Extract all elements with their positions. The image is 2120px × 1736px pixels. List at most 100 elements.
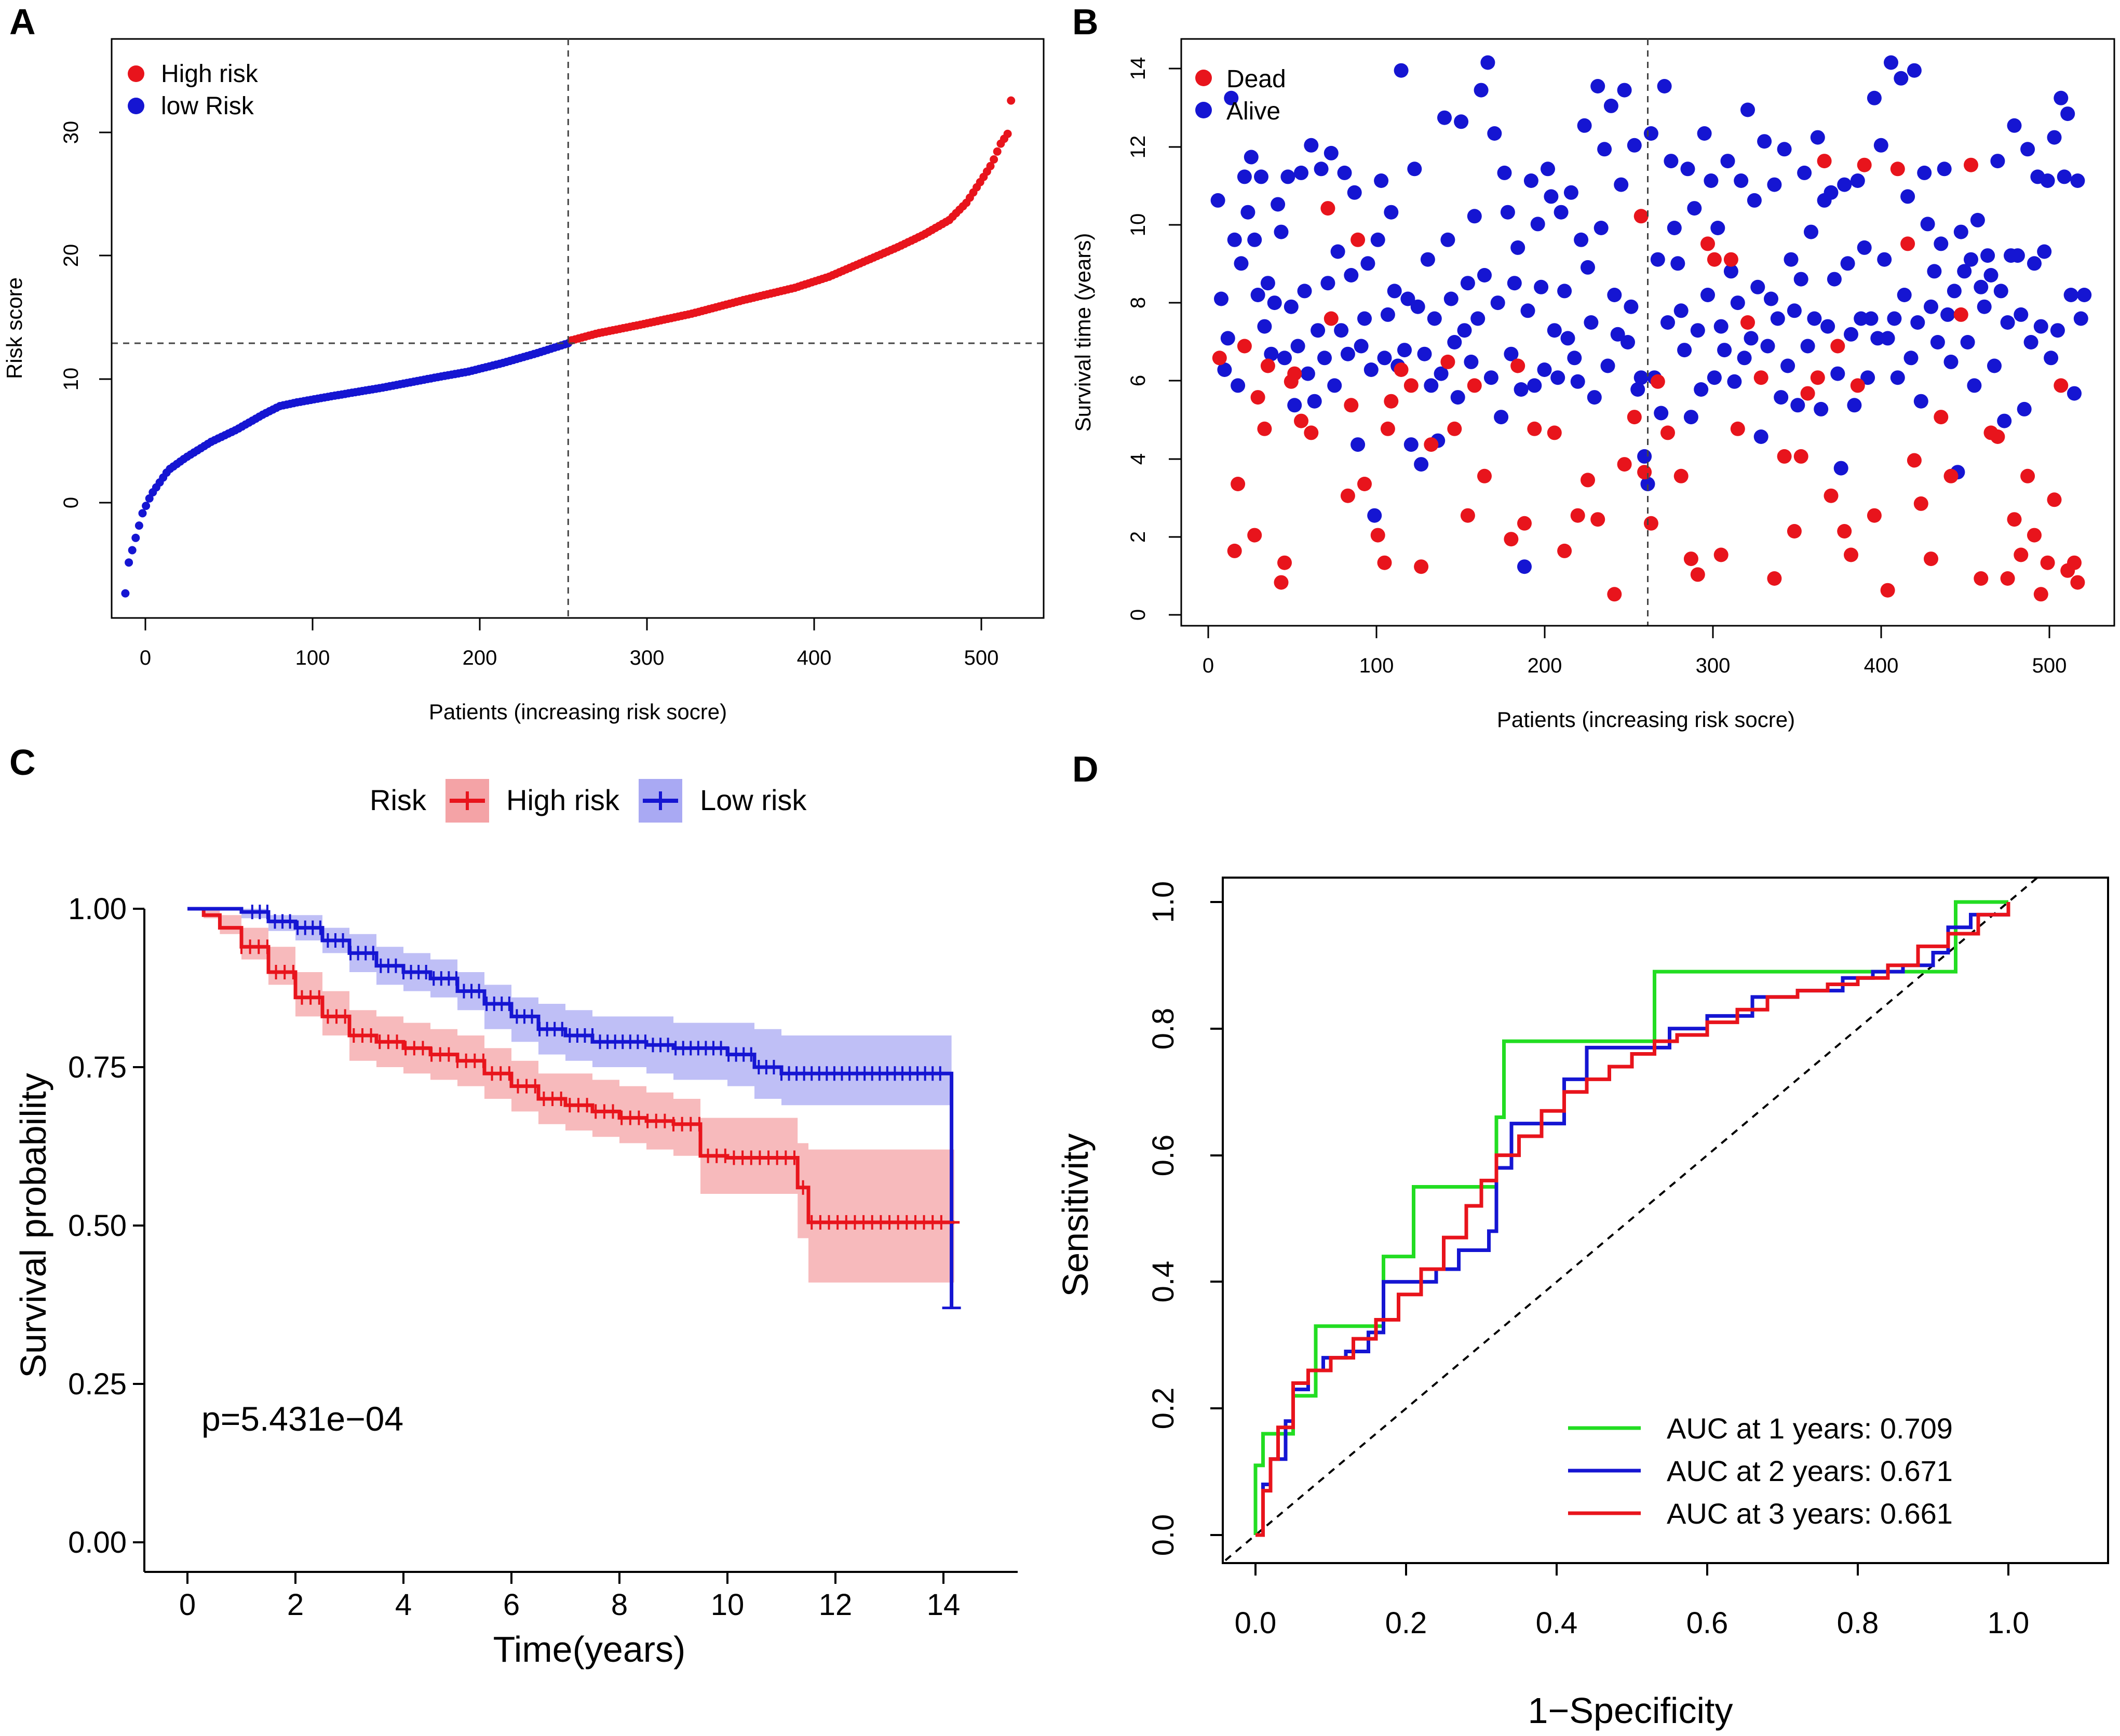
alive-point [2023, 335, 2038, 349]
risk-point [986, 162, 995, 170]
panel-b-y-title: Survival time (years) [1071, 233, 1095, 432]
alive-point [1500, 205, 1515, 220]
alive-point [1614, 177, 1629, 192]
dead-point [1370, 528, 1385, 543]
alive-point [1713, 319, 1729, 334]
alive-point [1930, 335, 1945, 349]
alive-point [1957, 264, 1972, 279]
panel-a-x-axis: 0 100 200 300 400 500 [140, 617, 998, 669]
y-tick-label: 8 [1127, 297, 1150, 308]
panel-d-reference-diagonal [1224, 876, 2040, 1562]
alive-point [1220, 331, 1235, 346]
alive-point [1777, 142, 1792, 157]
dead-point [1617, 457, 1632, 472]
alive-point [1317, 351, 1332, 366]
dead-point [1517, 516, 1532, 531]
alive-point [1570, 374, 1585, 389]
alive-point [1680, 162, 1695, 177]
alive-point [1797, 165, 1812, 180]
dead-point [1274, 575, 1289, 590]
alive-point [1354, 339, 1369, 354]
alive-point [1880, 331, 1895, 346]
panel-a-label: A [9, 2, 36, 42]
alive-point [1884, 55, 1898, 70]
alive-point [1740, 102, 1755, 117]
alive-point [1550, 370, 1565, 385]
alive-point [1840, 256, 1855, 271]
panel-b-label: B [1072, 2, 1099, 42]
x-tick-label: 0 [140, 647, 151, 669]
alive-point [2047, 130, 2062, 145]
alive-point [1494, 410, 1509, 425]
alive-point [1480, 55, 1495, 70]
alive-point [1447, 335, 1462, 349]
alive-point [1710, 221, 1725, 235]
y-tick-label: 30 [60, 121, 83, 144]
alive-point [1810, 130, 1825, 145]
alive-point [1467, 209, 1482, 224]
alive-point [2050, 323, 2065, 338]
alive-point [1280, 169, 1295, 184]
alive-point [1337, 165, 1352, 180]
alive-point [1247, 232, 1262, 247]
alive-point [1510, 240, 1525, 255]
alive-point [1541, 162, 1555, 177]
alive-point [1774, 390, 1789, 405]
alive-point [1237, 169, 1252, 184]
dead-point [1913, 496, 1928, 511]
alive-point [1554, 205, 1569, 220]
dead-point [1304, 425, 1319, 440]
x-tick-label: 10 [711, 1588, 745, 1622]
alive-point [1630, 382, 1645, 397]
alive-point [1910, 315, 1925, 330]
dead-point [2033, 587, 2048, 602]
dead-point [1890, 162, 1905, 177]
alive-point [1717, 343, 1732, 358]
alive-point [1917, 165, 1932, 180]
risk-point [125, 558, 133, 567]
legend-marker-low [128, 98, 144, 114]
alive-point [1497, 165, 1512, 180]
y-tick-label: 4 [1127, 453, 1150, 465]
alive-point [1351, 437, 1366, 452]
alive-point [1993, 284, 2008, 299]
alive-point [1450, 390, 1465, 405]
alive-point [1747, 193, 1762, 208]
alive-point [1700, 288, 1715, 302]
alive-point [1483, 370, 1498, 385]
x-tick-label: 0.4 [1536, 1606, 1578, 1640]
dead-point [1810, 370, 1825, 385]
alive-point [1757, 134, 1772, 149]
dead-point [1924, 551, 1938, 567]
dead-point [1707, 252, 1722, 267]
alive-point [1434, 366, 1449, 381]
alive-point [1294, 165, 1308, 180]
alive-point [1790, 398, 1805, 413]
alive-point [1603, 98, 1618, 113]
panel-d: D 0.0 0.2 0.4 0.6 0.8 1.0 0.0 [1055, 749, 2109, 1731]
dead-point [1907, 453, 1922, 468]
alive-point [1490, 295, 1505, 311]
dead-point [1857, 157, 1872, 172]
panel-d-label: D [1072, 749, 1099, 789]
dead-point [1643, 516, 1658, 531]
alive-point [1287, 398, 1302, 413]
alive-point [1664, 154, 1679, 169]
alive-point [1527, 378, 1542, 393]
legend-label-2y: AUC at 2 years: 0.671 [1667, 1455, 1953, 1487]
alive-point [2073, 311, 2088, 326]
panel-c: C Risk High risk Low risk 0 2 [9, 742, 1018, 1670]
alive-point [1967, 378, 1982, 393]
alive-point [1940, 307, 1955, 322]
alive-point [1793, 272, 1808, 287]
alive-point [1300, 366, 1315, 381]
alive-point [1581, 260, 1595, 275]
alive-point [1857, 240, 1872, 255]
alive-point [1487, 126, 1502, 141]
dead-point [1627, 410, 1642, 425]
dead-point [1380, 421, 1395, 436]
alive-point [1970, 212, 1985, 227]
dead-point [1231, 477, 1246, 491]
y-tick-label: 0.2 [1146, 1388, 1180, 1430]
alive-point [1514, 382, 1529, 397]
